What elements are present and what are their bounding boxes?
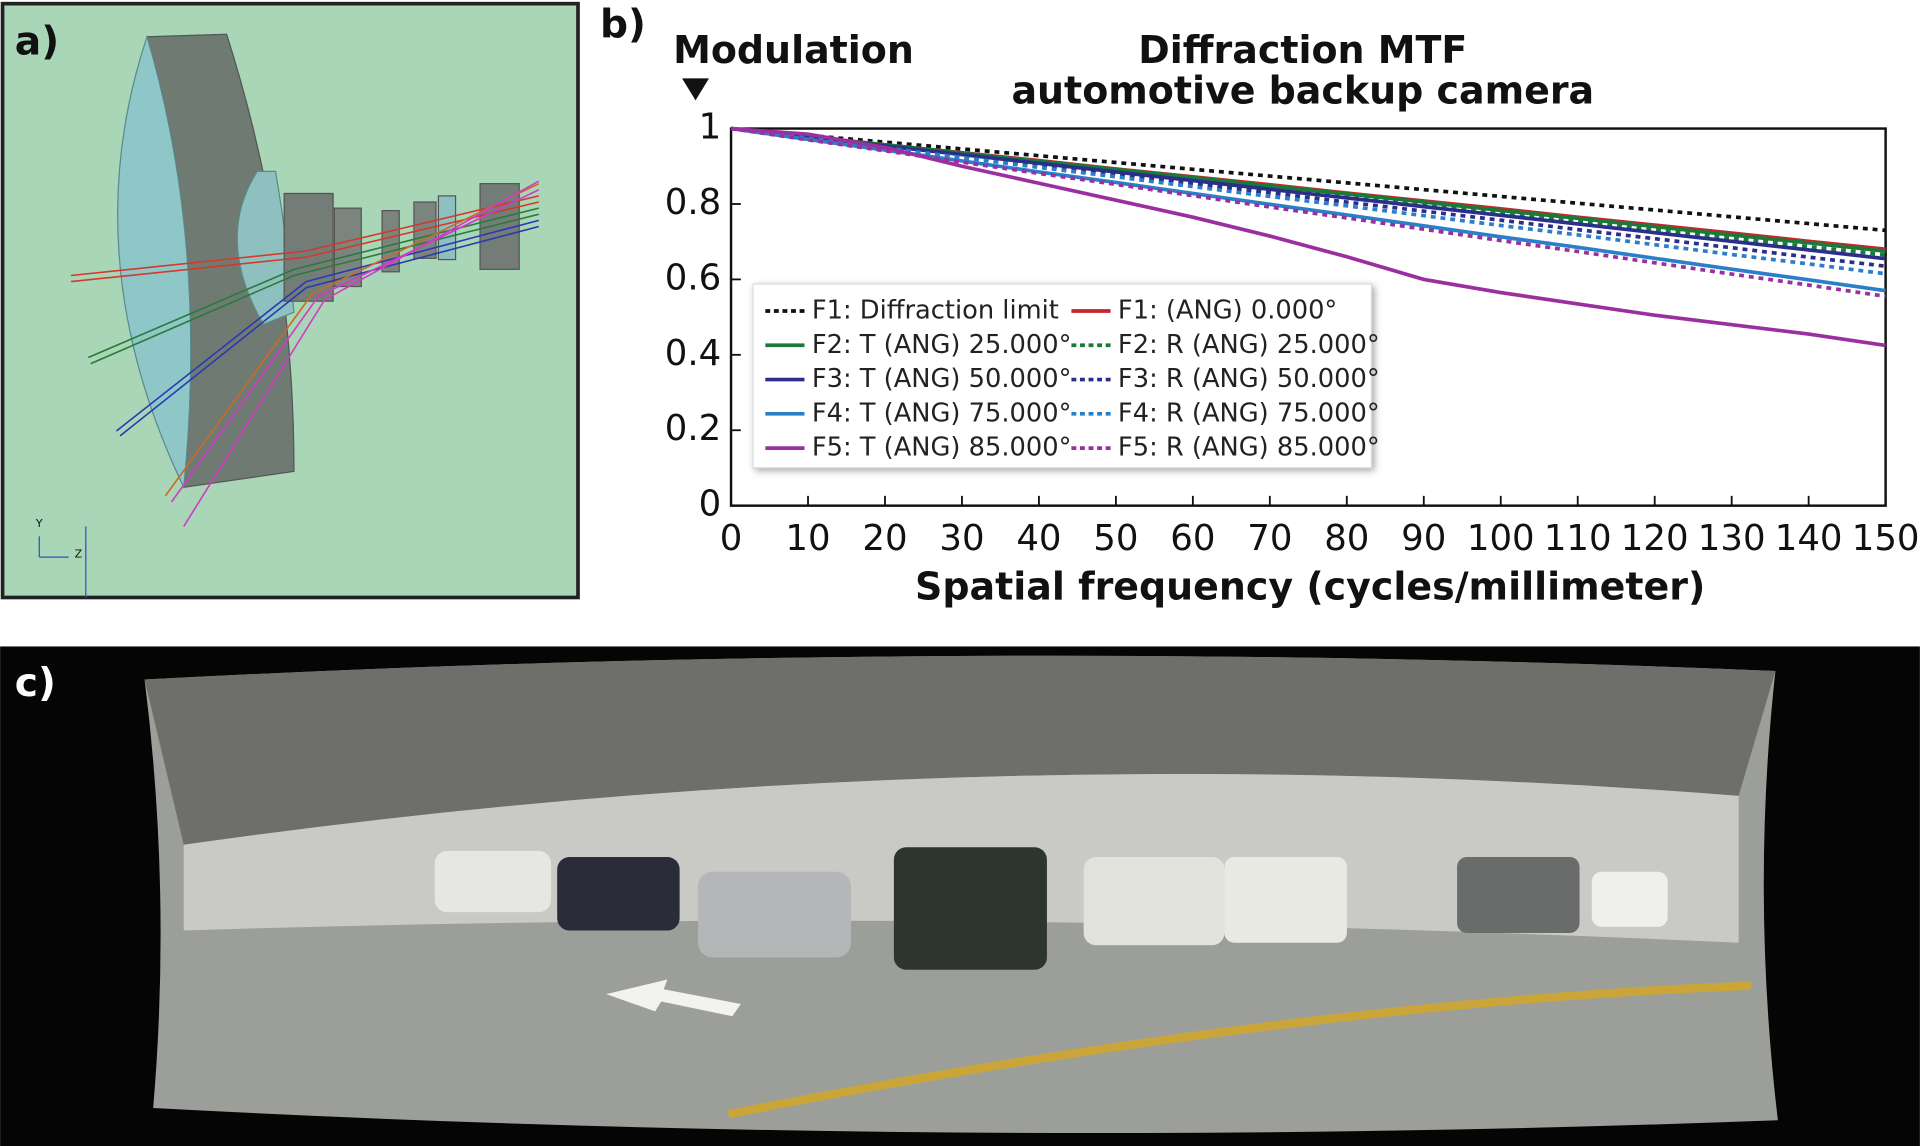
series-line bbox=[730, 126, 1886, 261]
chart-title: Diffraction MTF bbox=[1138, 28, 1467, 72]
x-tick-label: 10 bbox=[785, 518, 830, 559]
x-tick-label: 120 bbox=[1621, 518, 1689, 559]
camera-photo bbox=[0, 646, 1920, 1146]
lens-diagram: Y Z bbox=[0, 1, 580, 600]
parked-cars bbox=[434, 847, 1668, 970]
panel-label: a) bbox=[15, 20, 59, 65]
y-tick-label: 0.4 bbox=[665, 333, 721, 374]
legend-label: F4: R (ANG) 75.000° bbox=[1118, 398, 1380, 428]
y-tick-label: 0.6 bbox=[665, 257, 721, 298]
legend-label: F5: R (ANG) 85.000° bbox=[1118, 433, 1380, 463]
x-tick-label: 130 bbox=[1698, 518, 1766, 559]
x-tick-label: 20 bbox=[862, 518, 907, 559]
x-tick-label: 150 bbox=[1852, 518, 1920, 559]
floor-line bbox=[727, 981, 1752, 1119]
lens-element bbox=[381, 209, 400, 273]
lens-element bbox=[283, 192, 334, 302]
y-tick-label: 0.8 bbox=[665, 182, 721, 223]
x-tick-label: 40 bbox=[1016, 518, 1061, 559]
axis-letter: Z bbox=[75, 548, 83, 561]
legend-label: F1: Diffraction limit bbox=[812, 295, 1059, 325]
legend-label: F3: R (ANG) 50.000° bbox=[1118, 364, 1380, 394]
legend-label: F1: (ANG) 0.000° bbox=[1118, 295, 1337, 325]
legend-label: F5: T (ANG) 85.000° bbox=[812, 433, 1072, 463]
floor-arrow bbox=[606, 979, 741, 1017]
x-tick-label: 140 bbox=[1775, 518, 1843, 559]
legend-label: F3: T (ANG) 50.000° bbox=[812, 364, 1072, 394]
ray-bundle bbox=[71, 180, 540, 527]
lens-element bbox=[236, 170, 295, 326]
x-axis-label: Spatial frequency (cycles/millimeter) bbox=[915, 564, 1705, 608]
ceiling bbox=[144, 655, 1776, 845]
x-tick-label: 70 bbox=[1247, 518, 1292, 559]
axis-letter: Y bbox=[35, 517, 43, 530]
legend-label: F2: T (ANG) 25.000° bbox=[812, 330, 1072, 360]
x-tick-label: 90 bbox=[1401, 518, 1446, 559]
x-tick-label: 80 bbox=[1324, 518, 1369, 559]
series-line bbox=[730, 126, 1886, 299]
series-line bbox=[730, 126, 1886, 257]
x-tick-label: 30 bbox=[939, 518, 984, 559]
x-tick-label: 0 bbox=[720, 518, 743, 559]
panel-label: b) bbox=[600, 2, 646, 47]
chart-subtitle: automotive backup camera bbox=[1011, 69, 1594, 113]
y-tick-label: 0 bbox=[699, 484, 722, 525]
axis-arrow bbox=[682, 78, 710, 101]
axis-triad bbox=[38, 526, 87, 598]
plot: 00.20.40.60.810 10 20 30 40 50 60 70 80 90 100 110 1… bbox=[665, 107, 1920, 559]
legend-box bbox=[752, 283, 1372, 469]
series-line bbox=[730, 126, 1886, 276]
legend: F1: Diffraction limit F1: (ANG) 0.000° F2:… bbox=[752, 283, 1380, 469]
plot-frame bbox=[729, 127, 1887, 507]
legend-label: F2: R (ANG) 25.000° bbox=[1118, 330, 1380, 360]
y-tick-label: 0.2 bbox=[665, 408, 721, 449]
y-axis-label: Modulation bbox=[673, 28, 914, 72]
series-line bbox=[730, 126, 1886, 233]
x-tick-label: 50 bbox=[1093, 518, 1138, 559]
panel-label: c) bbox=[15, 661, 56, 706]
series-line bbox=[730, 126, 1886, 269]
x-tick-label: 110 bbox=[1544, 518, 1612, 559]
lens-element bbox=[117, 34, 192, 490]
y-tick-label: 1 bbox=[699, 107, 722, 148]
legend-label: F4: T (ANG) 75.000° bbox=[812, 398, 1072, 428]
series-line bbox=[730, 126, 1886, 348]
x-tick-label: 60 bbox=[1170, 518, 1215, 559]
x-tick-label: 100 bbox=[1467, 518, 1535, 559]
